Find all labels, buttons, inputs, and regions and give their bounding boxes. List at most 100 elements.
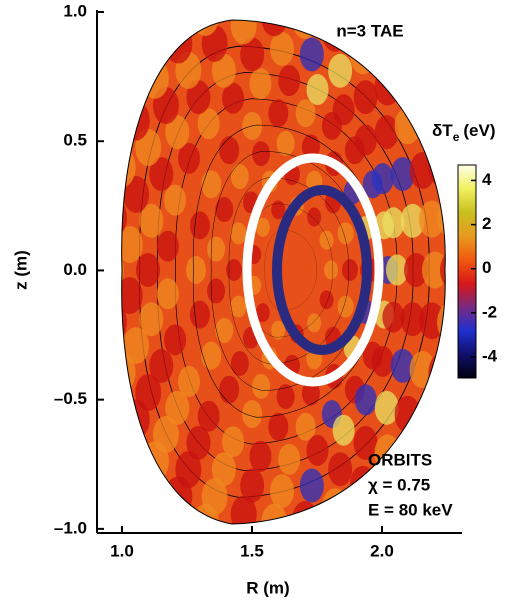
field-blob xyxy=(215,317,234,343)
field-blob xyxy=(268,412,289,441)
field-blob xyxy=(400,203,425,238)
field-blob xyxy=(382,301,405,333)
field-blob xyxy=(242,400,263,429)
field-blob xyxy=(307,207,322,227)
field-blob xyxy=(428,147,446,188)
field-blob xyxy=(201,170,222,199)
y-tick-label: 0.5 xyxy=(63,131,87,150)
field-blob xyxy=(252,0,280,7)
field-blob xyxy=(121,147,136,188)
field-blob xyxy=(230,222,247,245)
field-blob xyxy=(276,384,295,410)
x-tick-label: 1.5 xyxy=(240,541,264,560)
colorbar-tick-label: 0 xyxy=(482,258,491,277)
field-blob xyxy=(191,504,220,524)
field-blob xyxy=(240,37,265,72)
field-blob xyxy=(189,211,210,240)
field-blob xyxy=(371,345,394,377)
field-blob xyxy=(428,352,446,393)
field-blob xyxy=(123,327,150,365)
field-blob xyxy=(207,278,226,304)
colorbar-label-main: δT xyxy=(432,121,453,140)
field-blob xyxy=(307,313,322,333)
field-blob xyxy=(252,373,271,399)
field-blob xyxy=(315,522,344,524)
field-blob xyxy=(219,375,240,404)
field-blob xyxy=(332,414,355,446)
field-blob xyxy=(121,352,136,393)
field-blob xyxy=(374,115,399,150)
field-blob xyxy=(270,474,294,509)
field-blob xyxy=(121,399,150,440)
field-blob xyxy=(177,142,200,174)
field-blob xyxy=(400,302,425,337)
field-blob xyxy=(222,426,245,458)
field-blob xyxy=(284,0,312,7)
field-blob xyxy=(197,108,220,140)
field-blob xyxy=(390,157,415,192)
field-blob xyxy=(276,130,295,156)
field-blob xyxy=(394,395,421,433)
field-blob xyxy=(207,236,226,262)
colorbar-label-unit: (eV) xyxy=(463,121,495,140)
field-blob xyxy=(139,203,164,238)
field-blob xyxy=(315,0,343,17)
field-blob xyxy=(422,251,446,289)
field-blob xyxy=(201,341,222,370)
field-blob xyxy=(140,441,169,482)
y-tick-label: –1.0 xyxy=(54,518,87,537)
field-blob xyxy=(353,425,378,460)
field-blob xyxy=(319,230,334,250)
field-blob xyxy=(278,443,301,475)
field-blob xyxy=(156,278,179,310)
colorbar-tick-label: -4 xyxy=(482,347,498,366)
colorbar-label: δTe (eV) xyxy=(432,121,496,144)
y-axis-label: z (m) xyxy=(11,250,30,290)
x-tick-label: 1.0 xyxy=(110,541,134,560)
field-blob xyxy=(156,230,179,262)
field-blob xyxy=(165,390,190,425)
field-blob xyxy=(230,164,249,190)
field-blob xyxy=(270,31,294,66)
field-blob xyxy=(395,58,424,99)
field-blob xyxy=(382,207,405,239)
field-blob xyxy=(374,68,401,106)
field-blob xyxy=(121,225,143,263)
y-tick-label: –0.5 xyxy=(54,389,87,408)
field-blob xyxy=(249,440,272,472)
field-blob xyxy=(240,468,265,503)
colorbar xyxy=(457,164,477,379)
legend-line: χ = 0.75 xyxy=(368,475,430,494)
field-blob xyxy=(261,20,288,37)
field-blob xyxy=(349,37,376,75)
orbit-inner xyxy=(272,185,372,355)
field-blob xyxy=(165,115,190,150)
x-axis-label: R (m) xyxy=(246,578,289,597)
field-blob xyxy=(164,184,187,216)
field-blob xyxy=(164,23,193,64)
field-blob xyxy=(374,390,399,425)
colorbar-label-sub: e xyxy=(453,130,460,144)
field-blob xyxy=(354,384,377,416)
field-blob xyxy=(249,68,272,100)
field-blob xyxy=(332,94,355,126)
field-blob xyxy=(252,141,271,167)
field-blob xyxy=(319,290,334,310)
field-blob xyxy=(299,37,324,72)
field-blob xyxy=(186,425,211,460)
field-blob xyxy=(123,175,150,213)
annotation: n=3 TAE xyxy=(336,21,403,40)
field-blob xyxy=(139,302,164,337)
field-blob xyxy=(337,295,354,318)
field-blob xyxy=(211,53,236,88)
field-blob xyxy=(394,107,421,145)
plasma-boundary xyxy=(121,19,446,525)
field-blob xyxy=(278,65,301,97)
field-blob xyxy=(295,99,316,128)
field-blob xyxy=(230,295,247,318)
field-blob xyxy=(186,256,206,284)
x-tick-label: 2.0 xyxy=(370,541,394,560)
field-blob xyxy=(177,366,200,398)
field-blob xyxy=(301,134,320,160)
colorbar-tick-label: -2 xyxy=(482,302,497,321)
